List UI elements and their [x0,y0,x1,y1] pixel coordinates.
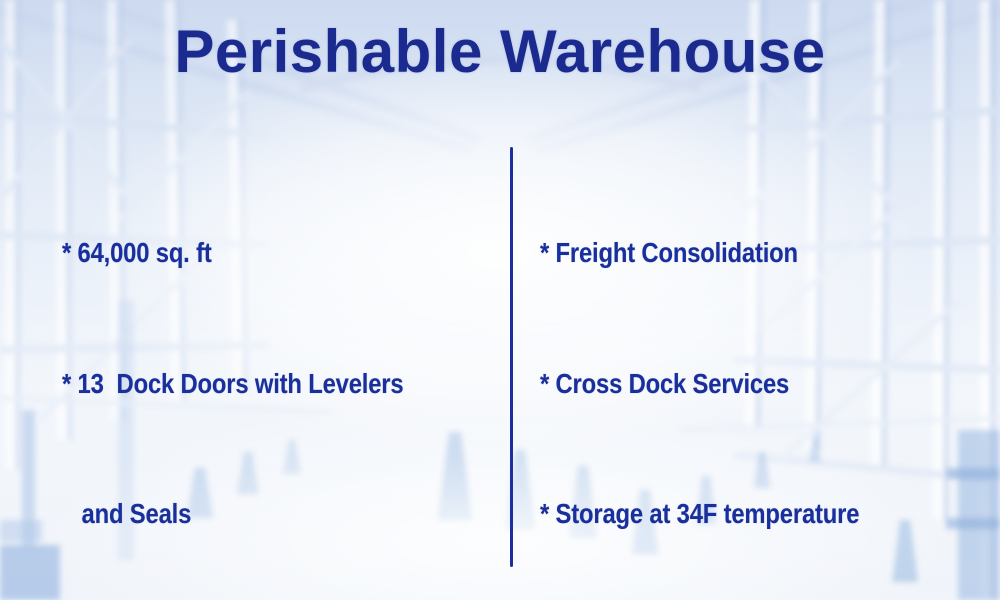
slide-title: Perishable Warehouse [174,18,826,85]
bullet-line-continuation: and Seals [81,498,192,529]
left-bullet-column: * 64,000 sq. ft * 13 Dock Doors with Lev… [62,144,504,600]
bullet-line: * Storage at 34F temperature [540,498,860,529]
bullet-line: * Cross Dock Services [540,367,790,399]
bullet-line: * Freight Consolidation [540,237,798,268]
column-divider-rule [510,147,513,567]
bullet-line: * 13 Dock Doors with Levelers [62,367,404,399]
right-bullet-column: * Freight Consolidation * Cross Dock Ser… [540,144,999,600]
bullet-line: * 64,000 sq. ft [62,237,212,268]
